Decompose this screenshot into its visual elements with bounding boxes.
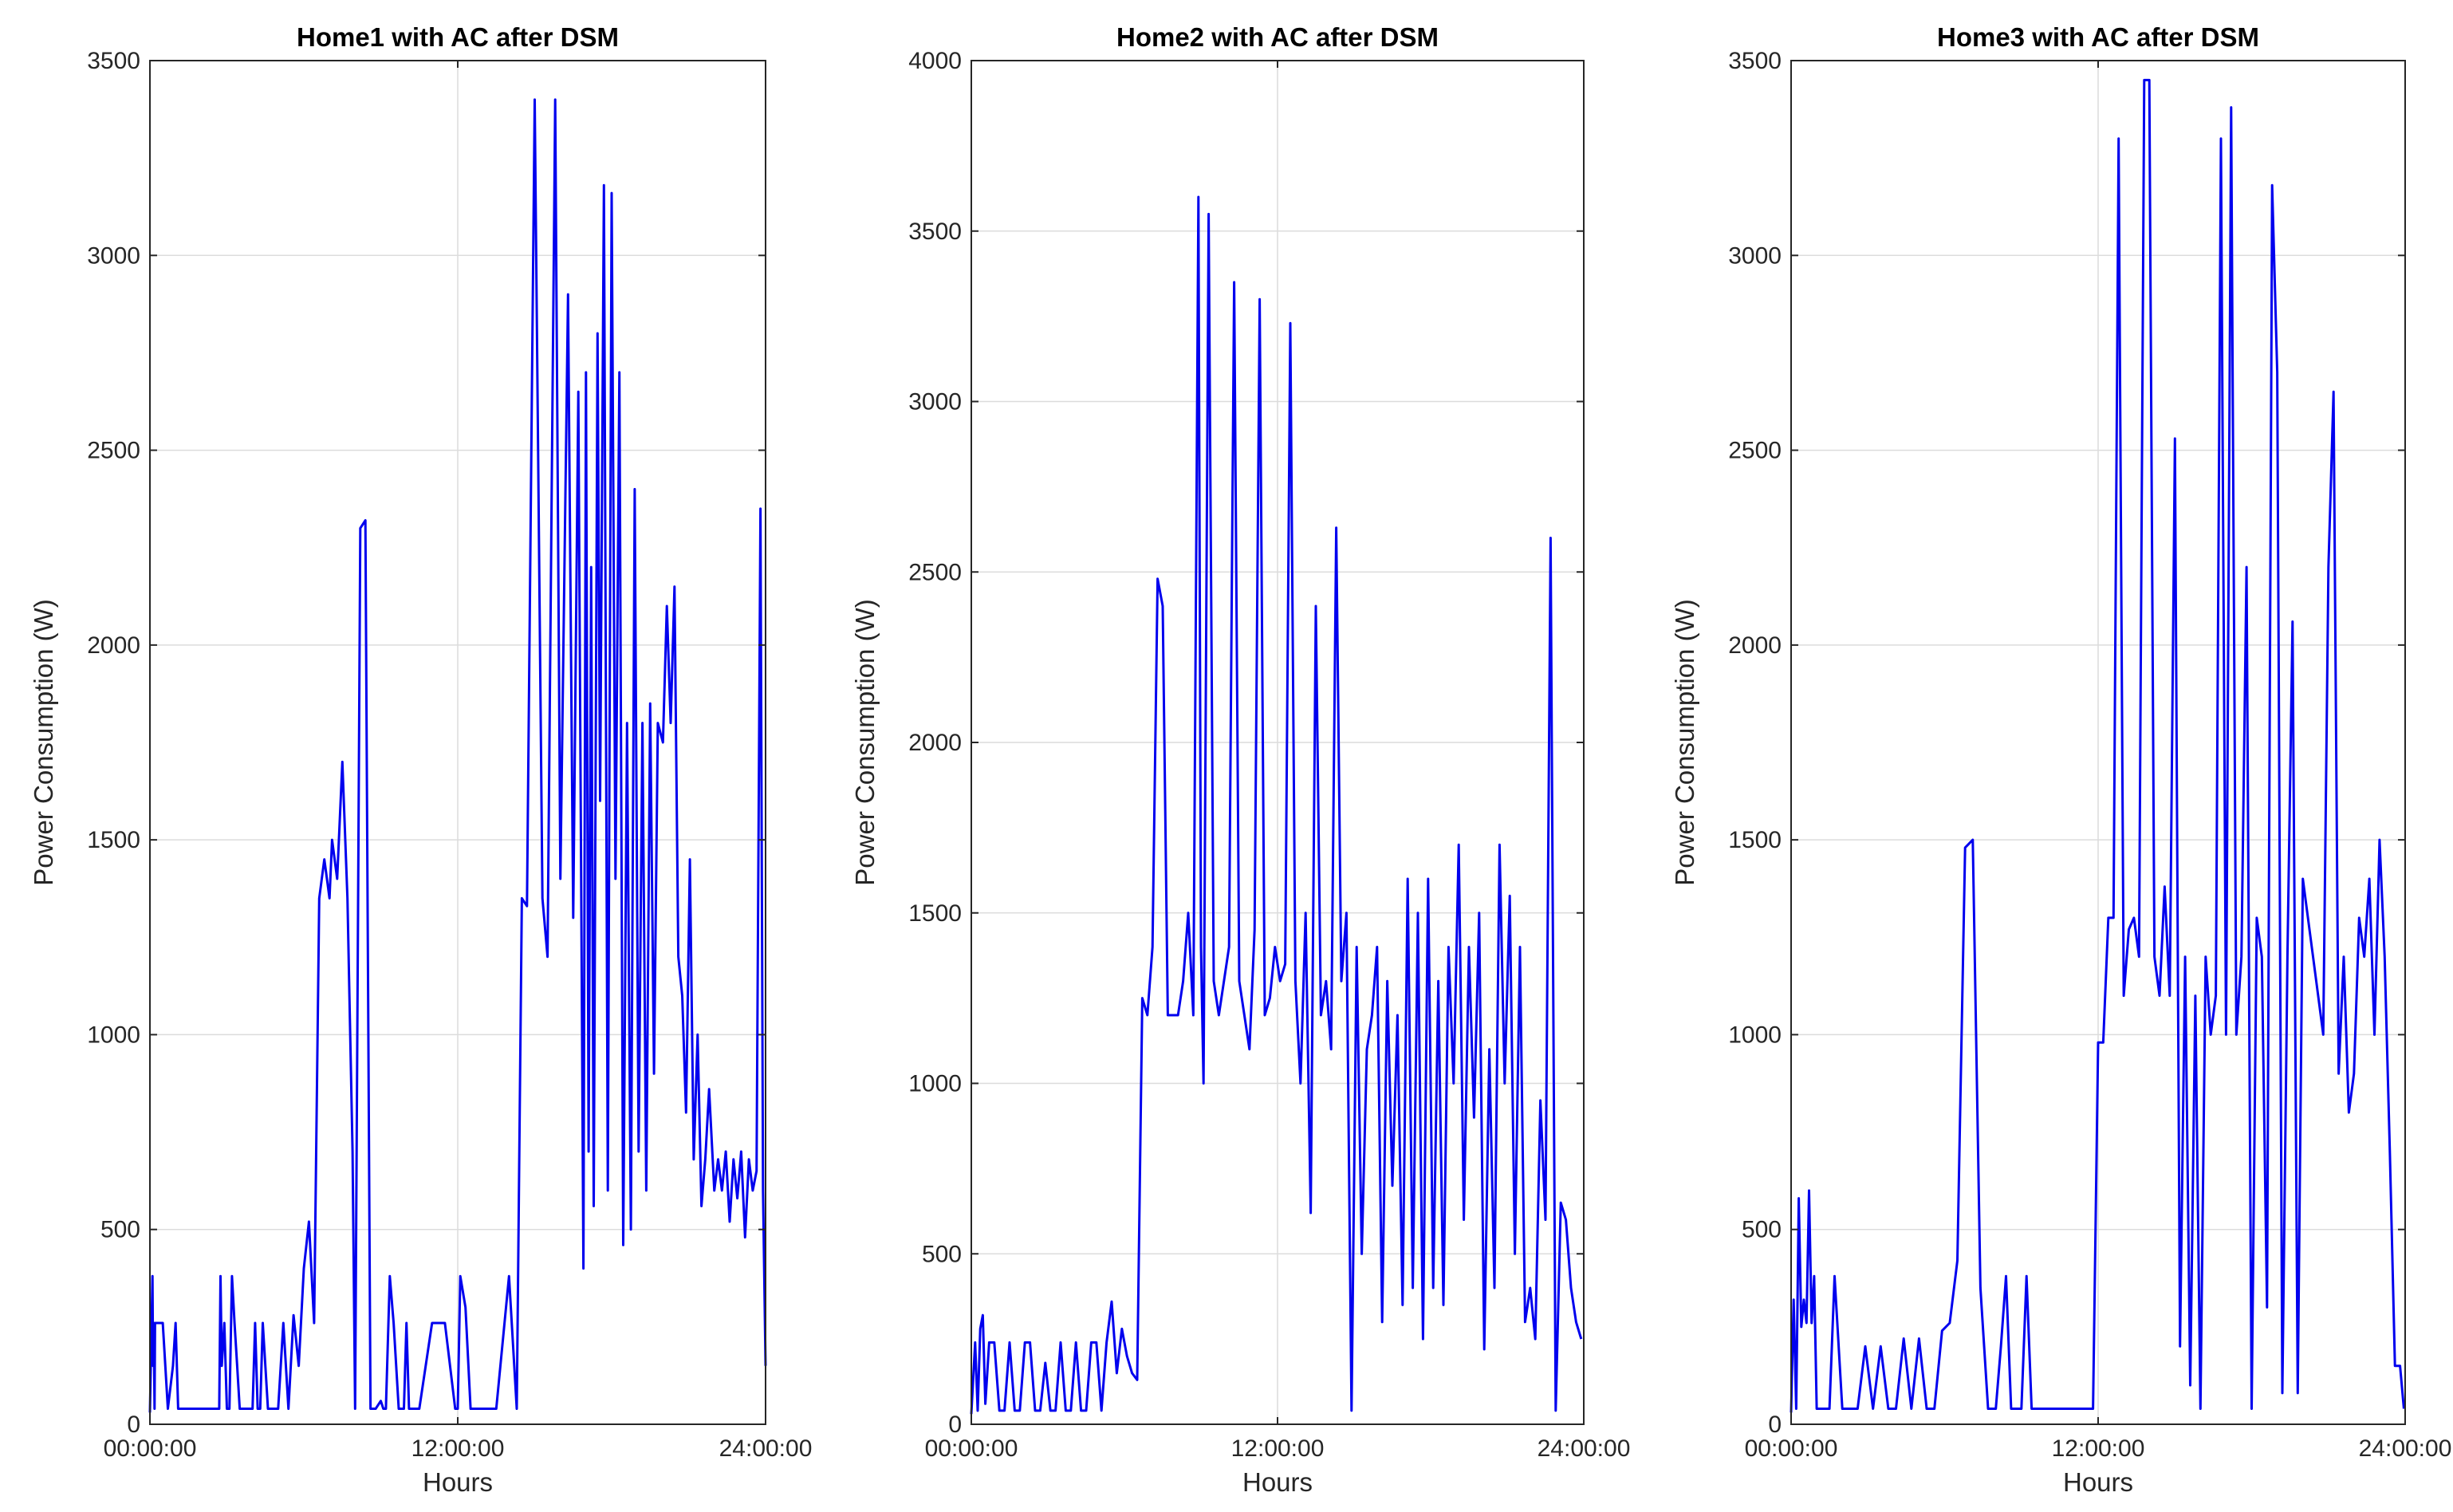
y-tick-label: 3000: [1728, 242, 1782, 269]
series-line: [970, 195, 1583, 1415]
y-tick-label: 1000: [1728, 1022, 1782, 1048]
x-tick-label: 00:00:00: [925, 1435, 1018, 1462]
x-tick-label: 12:00:00: [1231, 1435, 1325, 1462]
y-tick-label: 2000: [908, 730, 962, 756]
y-tick-label: 3000: [908, 389, 962, 415]
y-tick-label: 3500: [1728, 48, 1782, 74]
x-axis-label: Hours: [1242, 1467, 1313, 1497]
x-tick-label: 12:00:00: [411, 1435, 505, 1462]
y-axis-label: Power Consumption (W): [1670, 599, 1699, 885]
y-tick-label: 4000: [908, 48, 962, 74]
x-tick-label: 00:00:00: [104, 1435, 197, 1462]
x-tick-label: 24:00:00: [2359, 1435, 2452, 1462]
y-tick-label: 2500: [908, 559, 962, 585]
chart-title: Home1 with AC after DSM: [297, 22, 619, 52]
y-tick-label: 3500: [87, 48, 140, 74]
y-tick-label: 500: [1742, 1217, 1782, 1243]
x-axis-label: Hours: [2063, 1467, 2133, 1497]
series-line: [1790, 78, 2405, 1413]
y-tick-label: 2500: [1728, 438, 1782, 464]
plot-panel-2: 0 500 1000 1500 2000 2500 3000 3500 4000 00:00:00…: [850, 22, 1630, 1497]
y-tick-label: 2000: [1728, 632, 1782, 659]
y-tick-label: 3000: [87, 242, 140, 269]
y-tick-label: 1000: [908, 1071, 962, 1097]
y-axis-label: Power Consumption (W): [850, 599, 880, 885]
plot-panel-3: 0 500 1000 1500 2000 2500 3000 3500 00:00:00 12:0…: [1670, 22, 2451, 1497]
plot-panel-1: 0 500 1000 1500 2000 2500 3000 3500 00:00:00 12:0…: [29, 22, 812, 1497]
x-tick-label: 12:00:00: [2052, 1435, 2145, 1462]
chart-title: Home3 with AC after DSM: [1937, 22, 2259, 52]
series-line: [148, 98, 767, 1413]
y-tick-label: 500: [100, 1217, 140, 1243]
y-tick-label: 1500: [87, 827, 140, 853]
y-axis-label: Power Consumption (W): [29, 599, 58, 885]
y-tick-label: 1000: [87, 1022, 140, 1048]
x-tick-label: 24:00:00: [719, 1435, 813, 1462]
x-tick-label: 24:00:00: [1538, 1435, 1631, 1462]
y-tick-label: 1500: [908, 900, 962, 927]
y-tick-label: 1500: [1728, 827, 1782, 853]
x-axis-label: Hours: [423, 1467, 493, 1497]
y-tick-label: 3500: [908, 219, 962, 245]
y-tick-label: 0: [1768, 1412, 1782, 1438]
y-tick-label: 2500: [87, 438, 140, 464]
x-tick-label: 00:00:00: [1745, 1435, 1838, 1462]
y-tick-label: 500: [922, 1241, 962, 1267]
y-tick-label: 2000: [87, 632, 140, 659]
y-tick-label: 0: [948, 1412, 962, 1438]
chart-title: Home2 with AC after DSM: [1116, 22, 1439, 52]
y-tick-label: 0: [127, 1412, 140, 1438]
